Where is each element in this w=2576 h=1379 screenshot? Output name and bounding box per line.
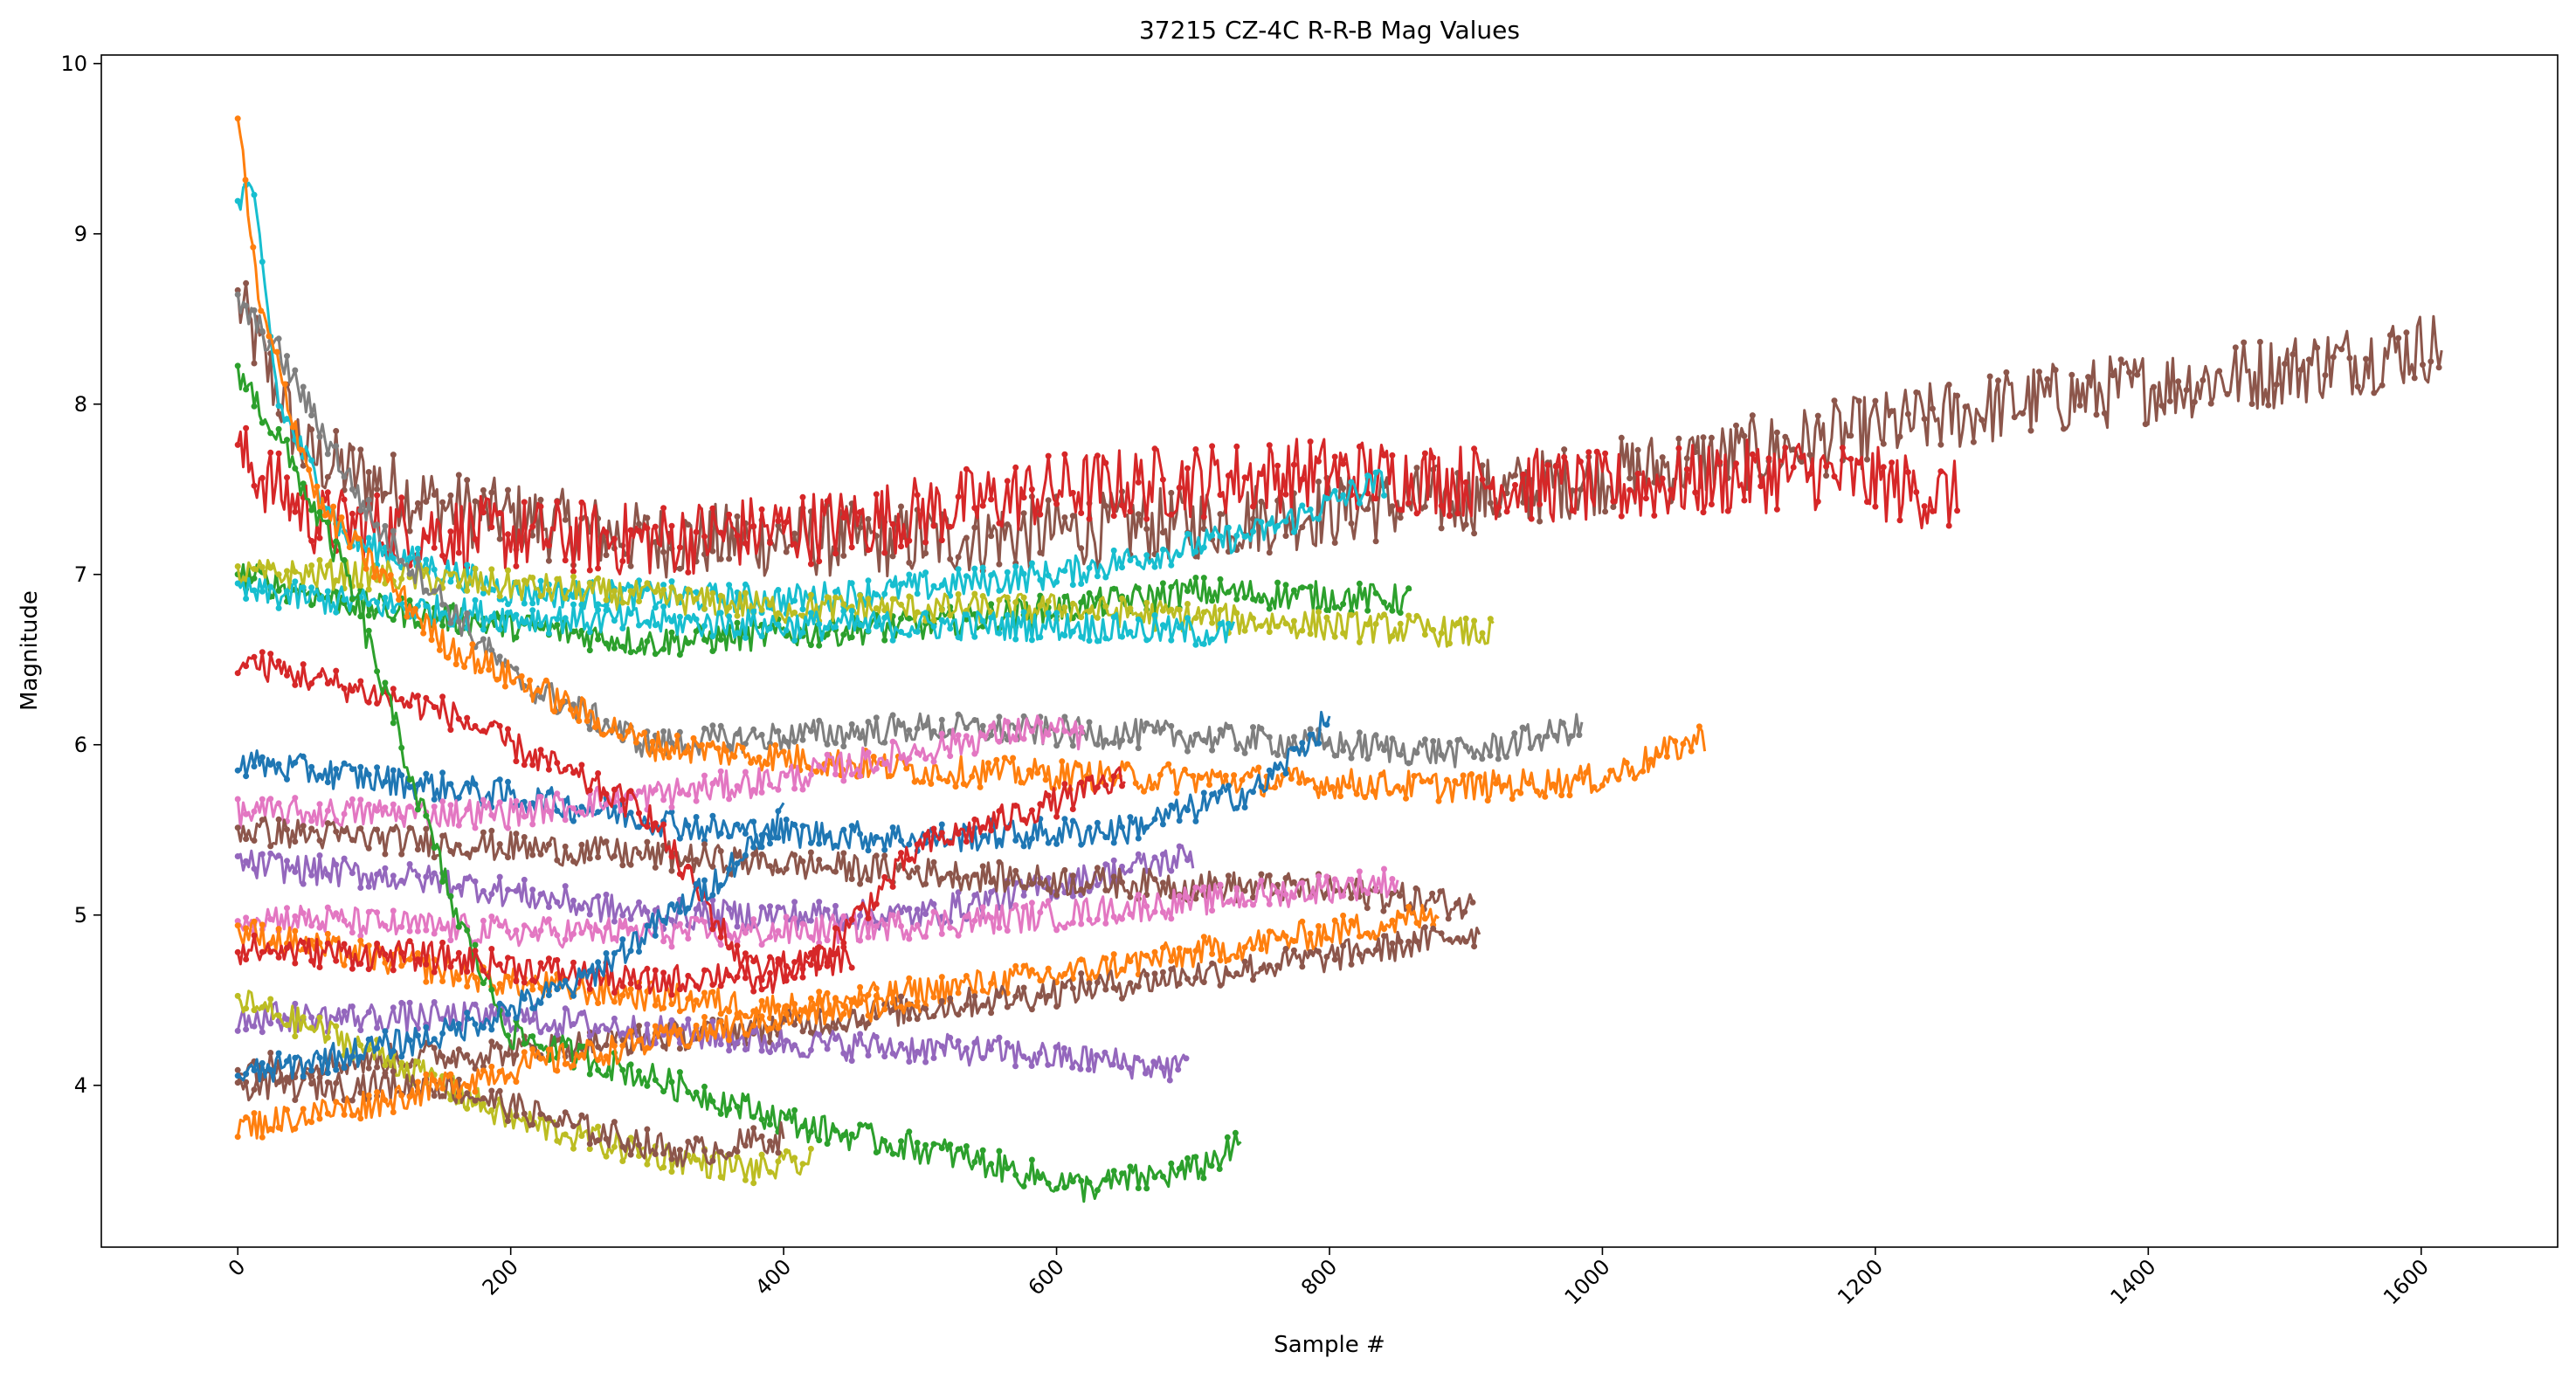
series-4 [234, 562, 1412, 658]
series-22 [234, 932, 855, 998]
series-23-line [237, 802, 785, 1083]
x-axis-ticks: 0 200 400 600 800 1000 1200 1400 1600 [224, 1247, 2434, 1309]
series-7 [234, 291, 1584, 769]
series-20 [234, 1066, 785, 1168]
series-6 [234, 576, 1236, 648]
x-tick-label: 1000 [1560, 1254, 1615, 1309]
series-15 [234, 924, 1481, 1086]
series-8-line [236, 118, 1707, 803]
x-tick-label: 800 [1296, 1254, 1342, 1300]
y-tick-label: 8 [74, 392, 87, 417]
series-8 [234, 115, 1707, 804]
x-tick-label: 600 [1024, 1254, 1069, 1300]
series-1 [234, 279, 2443, 579]
series-17 [234, 649, 1126, 995]
series-11-line [237, 844, 1195, 932]
y-tick-label: 4 [74, 1073, 87, 1098]
series-21-markers [234, 989, 921, 1141]
x-tick-label: 0 [224, 1254, 251, 1281]
chart-title: 37215 CZ-4C R-R-B Mag Values [1139, 16, 1520, 45]
series-9 [234, 710, 1331, 854]
series-2-markers [234, 424, 1961, 576]
series-4-line [236, 562, 1412, 657]
series-8-markers [234, 115, 1702, 804]
series-2 [234, 424, 1961, 576]
series-6-markers [234, 578, 1232, 648]
series-18-line [236, 365, 1242, 1203]
series-13 [234, 865, 1399, 950]
x-tick-label: 1600 [2379, 1254, 2434, 1309]
x-tick-label: 1400 [2106, 1254, 2161, 1309]
x-axis-label: Sample # [1274, 1332, 1385, 1358]
y-tick-label: 10 [60, 52, 87, 76]
series-16 [234, 999, 1190, 1084]
y-tick-label: 5 [74, 903, 87, 927]
series-20-markers [234, 1066, 782, 1164]
y-tick-label: 9 [74, 222, 87, 246]
x-tick-label: 400 [750, 1254, 796, 1300]
series-21-line [236, 991, 922, 1140]
series-21 [234, 989, 922, 1141]
series-22-line [236, 934, 853, 996]
x-tick-label: 200 [478, 1254, 523, 1300]
series-10-line [236, 714, 1086, 830]
series-11 [234, 843, 1195, 934]
y-axis-label: Magnitude [17, 590, 43, 711]
series-12 [234, 816, 1476, 922]
series-10 [234, 714, 1086, 831]
plot-area [234, 115, 2443, 1203]
series-18 [234, 362, 1242, 1203]
series-12-markers [234, 816, 1476, 922]
series-9-line [238, 710, 1331, 852]
y-tick-label: 7 [74, 562, 87, 587]
series-1-line [236, 281, 2443, 579]
y-tick-label: 6 [74, 733, 87, 757]
x-tick-label: 1200 [1833, 1254, 1888, 1309]
series-23 [234, 802, 785, 1083]
series-13-line [237, 867, 1399, 949]
series-22-markers [234, 932, 855, 998]
y-axis-ticks: 4 5 6 7 8 9 10 [60, 52, 101, 1098]
